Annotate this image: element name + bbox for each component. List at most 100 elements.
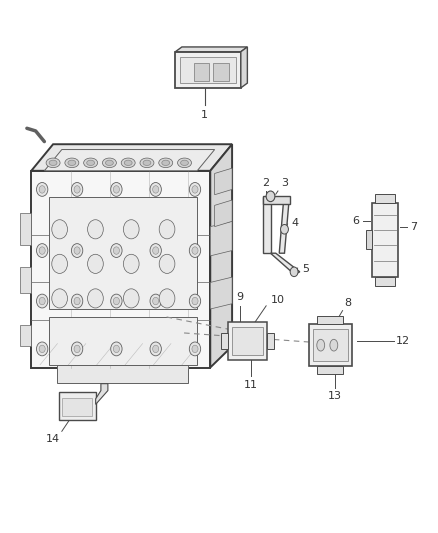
FancyBboxPatch shape: [49, 317, 197, 365]
Circle shape: [290, 267, 298, 277]
Circle shape: [39, 247, 45, 254]
Circle shape: [150, 244, 161, 257]
Text: 7: 7: [410, 222, 417, 231]
Circle shape: [52, 289, 67, 308]
Circle shape: [150, 342, 161, 356]
Ellipse shape: [162, 160, 170, 165]
Text: 4: 4: [292, 218, 299, 228]
Bar: [263, 196, 290, 204]
FancyBboxPatch shape: [372, 203, 398, 277]
Bar: [221, 333, 228, 349]
Text: 14: 14: [46, 434, 60, 445]
Circle shape: [39, 345, 45, 353]
Polygon shape: [271, 253, 300, 274]
Circle shape: [124, 254, 139, 273]
Polygon shape: [95, 384, 108, 405]
Circle shape: [36, 182, 48, 196]
Bar: [194, 63, 209, 82]
Polygon shape: [241, 47, 247, 88]
Circle shape: [39, 185, 45, 193]
Polygon shape: [175, 47, 247, 52]
Ellipse shape: [87, 160, 95, 165]
Ellipse shape: [46, 158, 60, 167]
Bar: [263, 197, 271, 253]
FancyBboxPatch shape: [232, 327, 263, 356]
Circle shape: [159, 289, 175, 308]
Circle shape: [111, 244, 122, 257]
Circle shape: [152, 297, 159, 305]
Ellipse shape: [121, 158, 135, 167]
FancyBboxPatch shape: [62, 398, 92, 416]
Bar: [20, 325, 31, 346]
Circle shape: [159, 254, 175, 273]
Bar: [20, 266, 31, 293]
Polygon shape: [210, 277, 232, 309]
Circle shape: [189, 342, 201, 356]
Text: 1: 1: [201, 110, 208, 120]
Circle shape: [152, 247, 159, 254]
Circle shape: [113, 247, 120, 254]
Circle shape: [74, 247, 80, 254]
Ellipse shape: [68, 160, 76, 165]
Polygon shape: [279, 200, 289, 253]
Polygon shape: [31, 144, 232, 171]
Polygon shape: [57, 365, 188, 383]
Circle shape: [39, 297, 45, 305]
Circle shape: [159, 220, 175, 239]
Ellipse shape: [106, 160, 113, 165]
Ellipse shape: [180, 160, 188, 165]
Circle shape: [113, 297, 120, 305]
Polygon shape: [215, 168, 232, 195]
FancyBboxPatch shape: [308, 324, 352, 367]
Circle shape: [36, 244, 48, 257]
Circle shape: [189, 244, 201, 257]
Bar: [267, 333, 274, 349]
Text: 3: 3: [281, 178, 288, 188]
Circle shape: [266, 191, 275, 201]
Ellipse shape: [330, 340, 338, 351]
Circle shape: [74, 185, 80, 193]
Ellipse shape: [159, 158, 173, 167]
Circle shape: [192, 185, 198, 193]
Circle shape: [192, 297, 198, 305]
Text: 13: 13: [328, 391, 342, 401]
Bar: [366, 230, 372, 249]
Circle shape: [52, 220, 67, 239]
Circle shape: [71, 244, 83, 257]
Ellipse shape: [102, 158, 117, 167]
Circle shape: [74, 345, 80, 353]
Ellipse shape: [317, 340, 325, 351]
Bar: [375, 194, 395, 203]
FancyBboxPatch shape: [49, 197, 197, 309]
Bar: [20, 213, 31, 245]
Ellipse shape: [177, 158, 191, 167]
Circle shape: [52, 254, 67, 273]
Bar: [317, 317, 343, 324]
FancyBboxPatch shape: [59, 392, 95, 419]
Text: 2: 2: [262, 178, 269, 188]
Circle shape: [88, 289, 103, 308]
Circle shape: [124, 289, 139, 308]
FancyBboxPatch shape: [313, 329, 348, 361]
Text: 8: 8: [344, 298, 351, 308]
Bar: [375, 277, 395, 286]
Circle shape: [88, 220, 103, 239]
Text: 10: 10: [271, 295, 285, 305]
Circle shape: [36, 294, 48, 308]
Circle shape: [152, 345, 159, 353]
Polygon shape: [210, 221, 232, 256]
Text: 11: 11: [244, 380, 258, 390]
Circle shape: [113, 185, 120, 193]
Ellipse shape: [65, 158, 79, 167]
FancyBboxPatch shape: [228, 322, 267, 360]
Polygon shape: [44, 150, 215, 171]
Circle shape: [74, 297, 80, 305]
Circle shape: [88, 254, 103, 273]
Circle shape: [192, 345, 198, 353]
Polygon shape: [210, 144, 232, 368]
Circle shape: [113, 345, 120, 353]
Ellipse shape: [49, 160, 57, 165]
Circle shape: [111, 182, 122, 196]
Polygon shape: [31, 171, 210, 368]
Bar: [213, 63, 229, 82]
